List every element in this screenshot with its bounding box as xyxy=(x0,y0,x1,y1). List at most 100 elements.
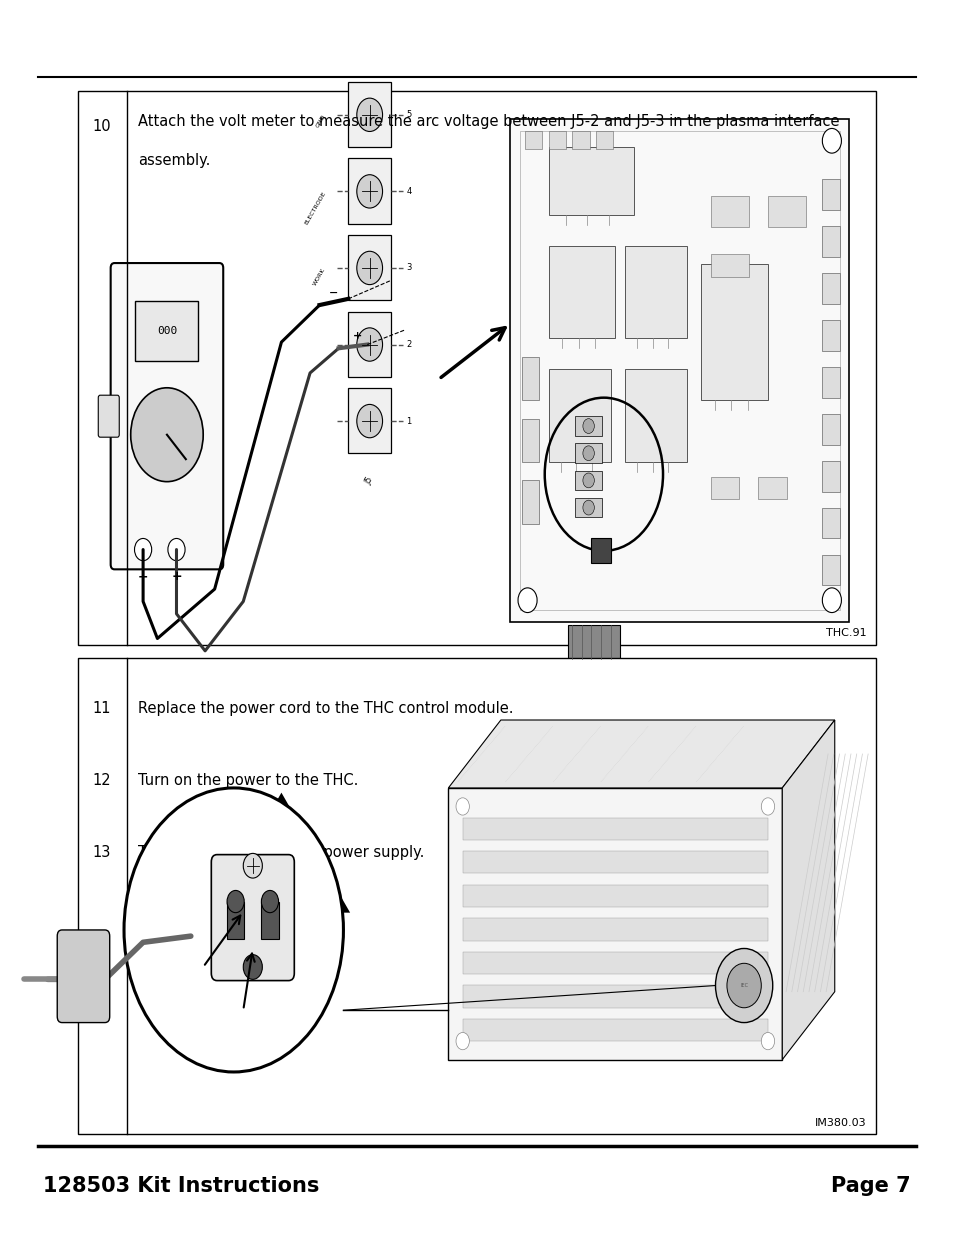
Bar xyxy=(821,226,839,257)
Circle shape xyxy=(168,538,185,561)
Bar xyxy=(78,658,875,1134)
Polygon shape xyxy=(213,793,350,913)
Circle shape xyxy=(726,963,760,1008)
Text: GND: GND xyxy=(314,114,326,128)
Text: Replace the power cord to the THC control module.: Replace the power cord to the THC contro… xyxy=(138,701,514,716)
Bar xyxy=(462,1019,767,1041)
Bar xyxy=(624,369,686,462)
Bar xyxy=(462,986,767,1008)
Circle shape xyxy=(715,948,772,1023)
Text: J5: J5 xyxy=(364,475,375,487)
Circle shape xyxy=(582,473,594,488)
Circle shape xyxy=(760,1032,774,1050)
Bar xyxy=(567,625,619,659)
Bar xyxy=(78,91,875,645)
Bar xyxy=(596,131,613,149)
Text: THC.91: THC.91 xyxy=(824,629,865,638)
Text: !: ! xyxy=(200,855,210,874)
Circle shape xyxy=(760,798,774,815)
Bar xyxy=(524,131,541,149)
Bar xyxy=(821,320,839,351)
Polygon shape xyxy=(781,720,834,1060)
Circle shape xyxy=(582,419,594,433)
Bar xyxy=(348,235,391,300)
Bar xyxy=(521,480,538,524)
Text: 128503 Kit Instructions: 128503 Kit Instructions xyxy=(43,1176,319,1195)
Polygon shape xyxy=(448,720,834,788)
Circle shape xyxy=(227,890,244,913)
Text: Turn on the power to the THC.: Turn on the power to the THC. xyxy=(138,773,358,788)
Circle shape xyxy=(517,588,537,613)
Circle shape xyxy=(356,174,382,207)
Bar xyxy=(548,246,615,338)
FancyBboxPatch shape xyxy=(57,930,110,1023)
Circle shape xyxy=(456,1032,469,1050)
Text: 000: 000 xyxy=(156,326,177,336)
Circle shape xyxy=(356,98,382,131)
Text: 4: 4 xyxy=(406,186,412,196)
Bar xyxy=(821,367,839,398)
Circle shape xyxy=(456,798,469,815)
Bar xyxy=(821,273,839,304)
Text: WORK: WORK xyxy=(313,267,326,287)
Circle shape xyxy=(124,788,343,1072)
Bar xyxy=(348,311,391,377)
Text: 3: 3 xyxy=(406,263,412,273)
Text: 2: 2 xyxy=(406,340,412,350)
Bar xyxy=(821,414,839,445)
Bar xyxy=(821,555,839,585)
Bar xyxy=(548,369,610,462)
Circle shape xyxy=(582,500,594,515)
Text: IM380.03: IM380.03 xyxy=(814,1118,865,1128)
Text: ELECTRODE: ELECTRODE xyxy=(303,190,326,225)
Circle shape xyxy=(821,128,841,153)
Polygon shape xyxy=(264,818,295,898)
Bar xyxy=(575,471,601,490)
Bar xyxy=(767,196,805,227)
Bar xyxy=(710,196,748,227)
Bar xyxy=(135,301,198,361)
Bar xyxy=(510,119,848,622)
Bar xyxy=(821,508,839,538)
Text: +: + xyxy=(353,331,362,341)
Bar xyxy=(710,254,748,277)
Bar xyxy=(462,884,767,906)
FancyBboxPatch shape xyxy=(212,855,294,981)
Text: 12: 12 xyxy=(92,773,112,788)
Circle shape xyxy=(821,588,841,613)
Bar xyxy=(591,538,610,563)
Bar xyxy=(462,952,767,974)
Bar xyxy=(548,147,634,215)
Bar xyxy=(261,902,278,939)
Bar xyxy=(821,461,839,492)
Bar xyxy=(575,498,601,517)
Bar xyxy=(700,264,767,400)
Bar xyxy=(521,419,538,462)
Text: 1: 1 xyxy=(406,416,412,426)
Circle shape xyxy=(134,538,152,561)
FancyBboxPatch shape xyxy=(98,395,119,437)
Text: Turn on the power to the power supply.: Turn on the power to the power supply. xyxy=(138,845,424,860)
Text: 10: 10 xyxy=(92,119,112,133)
Text: +: + xyxy=(171,571,182,583)
Circle shape xyxy=(261,890,278,913)
Bar xyxy=(462,818,767,840)
Bar xyxy=(462,919,767,941)
Text: 11: 11 xyxy=(92,701,112,716)
Text: 5: 5 xyxy=(406,110,412,120)
Circle shape xyxy=(356,251,382,284)
Bar xyxy=(521,357,538,400)
FancyBboxPatch shape xyxy=(111,263,223,569)
Bar xyxy=(821,179,839,210)
Bar xyxy=(624,246,686,338)
Circle shape xyxy=(243,853,262,878)
Bar xyxy=(462,851,767,873)
Bar xyxy=(710,477,739,499)
Bar xyxy=(348,158,391,224)
Bar xyxy=(572,131,589,149)
Bar xyxy=(448,788,781,1060)
Bar xyxy=(758,477,786,499)
Text: Attach the volt meter to measure the arc voltage between J5-2 and J5-3 in the pl: Attach the volt meter to measure the arc… xyxy=(138,114,839,128)
Text: Page 7: Page 7 xyxy=(831,1176,910,1195)
Circle shape xyxy=(582,446,594,461)
